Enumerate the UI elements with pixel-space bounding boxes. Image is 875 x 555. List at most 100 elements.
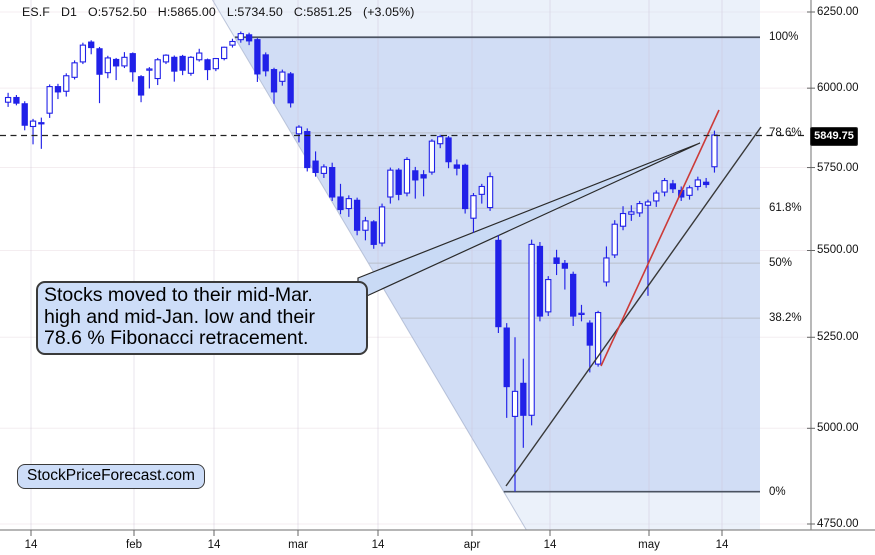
- candle-body: [312, 160, 319, 173]
- price-axis-label: 4750.00: [817, 517, 859, 530]
- candle-body: [237, 33, 244, 41]
- candle-body: [295, 126, 303, 135]
- candle-body: [71, 62, 78, 78]
- candle-body: [702, 181, 710, 186]
- shade-diagonal-edge: [212, 0, 527, 531]
- fib-level-label: 100%: [769, 31, 799, 44]
- candle-body: [345, 198, 352, 210]
- candle-body: [88, 41, 95, 49]
- candle-body: [453, 164, 460, 169]
- time-axis-label: 14: [371, 539, 385, 551]
- price-axis-label: 5250.00: [817, 331, 859, 344]
- fib-level-label: 61.8%: [769, 202, 802, 215]
- candle-body: [628, 211, 635, 215]
- candle-body: [511, 390, 519, 417]
- candle-body: [478, 185, 485, 195]
- candle-body: [329, 167, 336, 198]
- candle-body: [561, 262, 569, 269]
- candle-body: [395, 169, 402, 195]
- candle-body: [686, 187, 693, 196]
- candle-body: [320, 166, 328, 174]
- candle-body: [412, 170, 419, 181]
- candle-body: [270, 69, 278, 93]
- candle-body: [13, 96, 20, 104]
- candle-body: [570, 273, 577, 317]
- candle-body: [428, 140, 436, 173]
- callout-line: 78.6 % Fibonacci retracement.: [44, 327, 309, 349]
- candle-body: [96, 48, 103, 75]
- candle-body: [21, 103, 28, 126]
- time-axis-label: 14: [24, 539, 38, 551]
- candle-body: [594, 312, 602, 365]
- high-value: H:5865.00: [157, 5, 216, 19]
- candle-body: [154, 59, 161, 80]
- candle-body: [586, 322, 593, 346]
- timeframe-label: D1: [60, 5, 77, 19]
- candle-body: [669, 183, 677, 190]
- time-axis-label: apr: [463, 539, 481, 551]
- candle-body: [403, 158, 411, 194]
- fib-level-label: 78.6%: [769, 126, 802, 139]
- candle-body: [229, 40, 236, 46]
- candle-body: [254, 39, 261, 75]
- candle-body: [112, 58, 120, 67]
- ohlc-header: ES.F D1 O:5752.50 H:5865.00 L:5734.50 C:5851.…: [22, 5, 425, 19]
- candle-body: [46, 86, 53, 114]
- watermark-logo: StockPriceForecast.com: [17, 464, 205, 489]
- candle-body: [79, 44, 87, 63]
- candle-body: [337, 196, 344, 211]
- candle-body: [545, 278, 552, 313]
- candle-body: [553, 257, 560, 264]
- candle-body: [146, 68, 153, 71]
- price-axis-label: 5000.00: [817, 422, 859, 435]
- red-trendline: [600, 109, 720, 367]
- candle-body: [387, 169, 394, 198]
- candle-body: [129, 53, 136, 73]
- candle-body: [661, 180, 668, 193]
- symbol-label: ES.F: [22, 5, 50, 19]
- fib-level-label: 0%: [769, 485, 786, 498]
- candle-body: [187, 56, 195, 74]
- last-price-badge: 5849.75: [810, 126, 858, 146]
- low-value: L:5734.50: [226, 5, 283, 19]
- candle-body: [4, 96, 12, 103]
- candle-body: [420, 174, 427, 179]
- time-axis-label: 14: [207, 539, 221, 551]
- candle-body: [619, 212, 627, 227]
- open-value: O:5752.50: [88, 5, 147, 19]
- change-value: (+3.05%): [363, 5, 415, 19]
- candle-body: [445, 137, 452, 163]
- candle-body: [162, 54, 170, 63]
- candle-body: [287, 73, 294, 104]
- close-value: C:5851.25: [293, 5, 352, 19]
- candle-body: [503, 327, 510, 388]
- price-axis-label: 6000.00: [817, 82, 859, 95]
- candle-body: [104, 57, 111, 74]
- candle-body: [63, 75, 70, 92]
- candle-body: [495, 239, 502, 328]
- annotation-callout: Stocks moved to their mid-Mar. high and …: [36, 281, 368, 355]
- candle-body: [121, 56, 128, 67]
- candle-body: [536, 245, 544, 317]
- candle-body: [304, 131, 311, 169]
- candle-body: [221, 46, 228, 60]
- candle-body: [470, 195, 477, 219]
- candle-body: [578, 312, 585, 316]
- candle-body: [437, 136, 444, 145]
- candle-body: [137, 76, 145, 96]
- candle-body: [54, 86, 62, 93]
- candle-body: [204, 59, 211, 71]
- candle-body: [603, 257, 610, 283]
- fib-level-label: 38.2%: [769, 312, 802, 325]
- time-axis-label: 14: [715, 539, 729, 551]
- candle-body: [378, 206, 386, 244]
- candle-body: [694, 179, 701, 188]
- candle-body: [711, 134, 718, 168]
- candle-body: [520, 382, 527, 416]
- candle-body: [461, 164, 469, 210]
- candle-body: [486, 176, 494, 209]
- candle-body: [370, 221, 377, 245]
- candle-body: [279, 71, 286, 82]
